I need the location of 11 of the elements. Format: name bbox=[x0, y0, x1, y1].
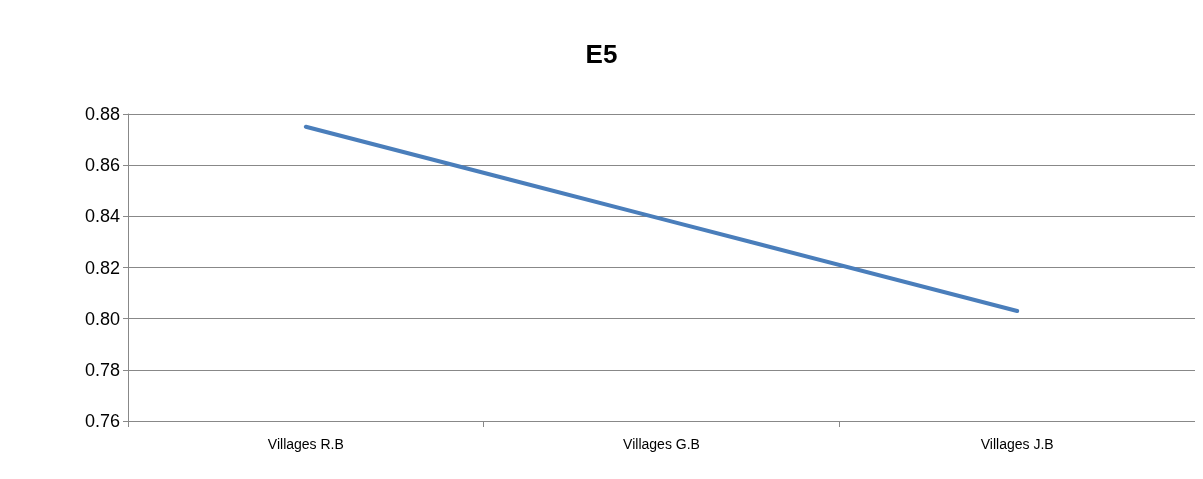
x-tick-label: Villages R.B bbox=[267, 436, 344, 452]
y-tick-label: 0.84 bbox=[84, 206, 120, 227]
y-tick-label: 0.78 bbox=[84, 359, 120, 380]
x-tick-label: Villages J.B bbox=[980, 436, 1054, 452]
y-tick-label: 0.80 bbox=[84, 308, 120, 329]
y-tick-label: 0.86 bbox=[84, 155, 120, 176]
y-tick-label: 0.76 bbox=[84, 411, 120, 431]
x-tick-label: Villages G.B bbox=[623, 436, 700, 452]
y-tick-label: 0.82 bbox=[84, 257, 120, 278]
y-tick-label: 0.88 bbox=[84, 104, 120, 124]
chart-title: E5 bbox=[585, 39, 618, 69]
